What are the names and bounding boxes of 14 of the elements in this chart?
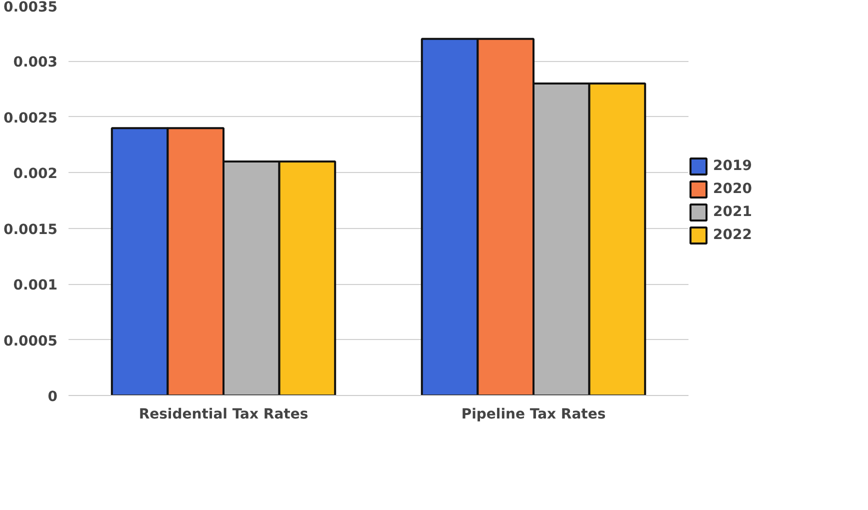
y-tick-label: 0.003 bbox=[13, 54, 58, 71]
legend-label: 2022 bbox=[713, 227, 752, 243]
x-tick-label: Residential Tax Rates bbox=[138, 406, 308, 422]
legend-label: 2019 bbox=[713, 158, 752, 174]
legend-label: 2020 bbox=[713, 181, 752, 197]
x-tick-label: Pipeline Tax Rates bbox=[461, 406, 606, 422]
y-tick-label: 0.0035 bbox=[3, 0, 58, 16]
y-tick-label: 0.0025 bbox=[3, 110, 58, 126]
y-tick-label: 0.001 bbox=[13, 278, 58, 294]
y-tick-label: 0.0015 bbox=[3, 222, 58, 238]
y-tick-label: 0.002 bbox=[13, 166, 58, 182]
legend-label: 2021 bbox=[713, 204, 752, 220]
y-tick-label: 0.0005 bbox=[3, 333, 58, 350]
y-tick-label: 0 bbox=[48, 389, 58, 405]
